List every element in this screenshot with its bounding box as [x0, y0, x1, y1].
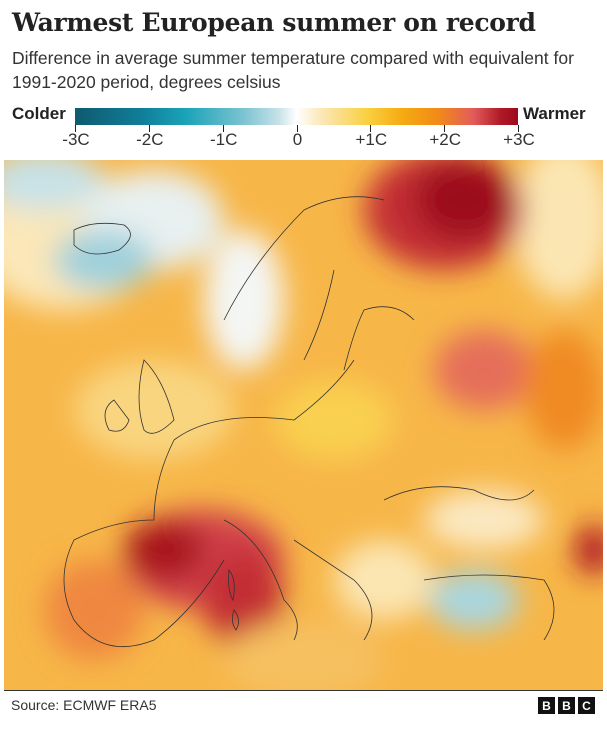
chart-title: Warmest European summer on record	[12, 8, 536, 37]
legend-tick-label: +2C	[429, 130, 461, 149]
legend-colder-label: Colder	[12, 104, 66, 123]
corsica-sardinia-outline	[228, 568, 239, 631]
british-isles-outline	[104, 359, 175, 434]
source-note: Source: ECMWF ERA5	[11, 697, 157, 713]
temperature-anomaly-field	[4, 160, 603, 691]
footer-divider	[4, 690, 603, 691]
legend-tick-mark	[518, 125, 519, 132]
iceland-outline	[73, 222, 131, 255]
legend-tick-mark	[296, 125, 298, 132]
legend-tick-mark	[444, 125, 446, 132]
europe-temperature-map	[4, 160, 603, 691]
legend-tick-label: -1C	[209, 130, 238, 149]
chart-subtitle: Difference in average summer temperature…	[12, 48, 574, 92]
legend-tick-label: 0	[292, 130, 303, 149]
legend-tick-label: -2C	[136, 130, 164, 149]
legend-color-scale	[75, 108, 518, 125]
bbc-logo: B B C	[538, 697, 595, 714]
legend-tick-label: +1C	[355, 130, 388, 149]
bbc-logo-letter: C	[578, 697, 595, 714]
legend-tick-mark	[370, 125, 372, 132]
legend-tick-mark	[222, 125, 224, 132]
bbc-logo-letter: B	[538, 697, 555, 714]
legend-tick-mark	[75, 125, 76, 132]
coastlines	[63, 196, 555, 647]
legend-warmer-label: Warmer	[523, 104, 586, 123]
legend-tick-label: +3C	[503, 130, 535, 149]
legend-tick-label: -3C	[62, 130, 90, 149]
bbc-logo-letter: B	[558, 697, 575, 714]
legend-tick-mark	[148, 125, 150, 132]
